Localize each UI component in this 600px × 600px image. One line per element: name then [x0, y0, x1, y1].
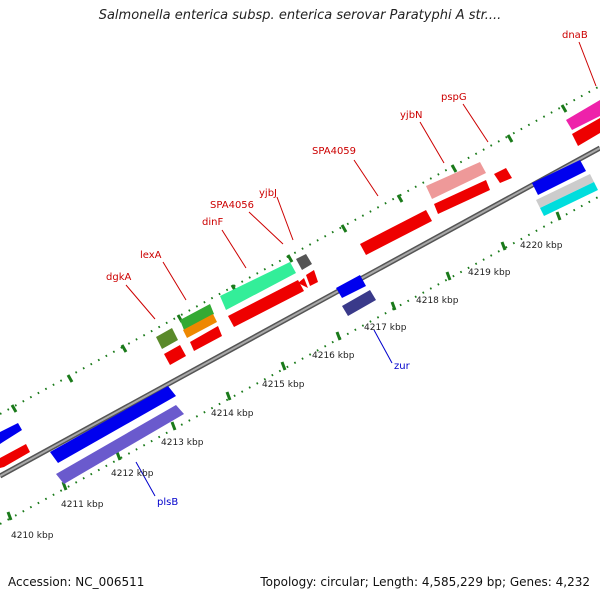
gene-red-small2[interactable] [306, 270, 318, 286]
gene-red-left[interactable] [0, 444, 30, 468]
gene-dnaB-red[interactable] [572, 118, 600, 146]
gene-label-pspG: pspG [441, 92, 467, 103]
kbp-label-4212: 4212 kbp [111, 469, 154, 479]
gene-label-yjbJ: yjbJ [259, 188, 277, 199]
kbp-label-4210: 4210 kbp [11, 531, 54, 541]
gene-grey-right[interactable] [536, 174, 594, 208]
gene-red-small[interactable] [298, 278, 308, 288]
inner-major-ticks [6, 211, 562, 521]
kbp-label-4218: 4218 kbp [416, 296, 459, 306]
gene-dnaB-pink[interactable] [566, 100, 600, 130]
gene-blue-right[interactable] [532, 160, 586, 195]
gene-red-lexA[interactable] [190, 326, 222, 351]
gene-label-SPA4056: SPA4056 [210, 200, 254, 211]
gene-plsB[interactable] [56, 405, 184, 484]
kbp-label-4215: 4215 kbp [262, 380, 305, 390]
gene-lexA2[interactable] [183, 314, 217, 338]
gene-blue-long[interactable] [50, 386, 176, 463]
gene-zur-blue[interactable] [336, 275, 366, 298]
gene-yjbN[interactable] [426, 162, 486, 199]
backbone [0, 145, 600, 479]
kbp-label-4217: 4217 kbp [364, 323, 407, 333]
genome-summary-text: Topology: circular; Length: 4,585,229 bp… [260, 575, 590, 589]
gene-label-zur: zur [394, 361, 411, 372]
gene-label-lexA: lexA [140, 250, 162, 261]
gene-zur[interactable] [342, 290, 376, 316]
kbp-label-4211: 4211 kbp [61, 500, 104, 510]
gene-dgkA[interactable] [156, 328, 178, 349]
label-leaders [125, 41, 597, 320]
gene-blue-left-top[interactable] [0, 423, 22, 444]
inner-tick-track [0, 195, 600, 525]
gene-features[interactable] [0, 100, 600, 484]
gene-cyan-right[interactable] [540, 182, 598, 216]
outer-major-ticks [10, 104, 568, 413]
gene-red-yjbN[interactable] [434, 180, 490, 214]
accession-text: Accession: NC_006511 [8, 575, 145, 589]
kbp-label-4214: 4214 kbp [211, 409, 254, 419]
outer-tick-track [0, 85, 600, 415]
gene-red-dinF[interactable] [228, 280, 304, 327]
gene-red-pspG[interactable] [494, 168, 512, 183]
gene-SPA4059[interactable] [360, 210, 432, 255]
gene-label-dgkA: dgkA [106, 272, 131, 283]
kbp-label-4213: 4213 kbp [161, 438, 204, 448]
gene-label-plsB: plsB [157, 497, 178, 508]
gene-label-yjbN: yjbN [400, 110, 423, 121]
gene-label-SPA4059: SPA4059 [312, 146, 356, 157]
label-leaders-blue [135, 329, 393, 497]
gene-label-dinF: dinF [202, 217, 223, 228]
gene-lexA[interactable] [180, 304, 214, 330]
gene-label-dnaB: dnaB [562, 30, 588, 41]
kbp-label-4220: 4220 kbp [520, 241, 563, 251]
gene-yjbJ[interactable] [296, 254, 312, 270]
map-title: Salmonella enterica subsp. enterica sero… [98, 8, 502, 23]
kbp-label-4216: 4216 kbp [312, 351, 355, 361]
gene-dinF[interactable] [220, 262, 296, 310]
kbp-label-4219: 4219 kbp [468, 268, 511, 278]
gene-red-dgk[interactable] [164, 345, 186, 365]
